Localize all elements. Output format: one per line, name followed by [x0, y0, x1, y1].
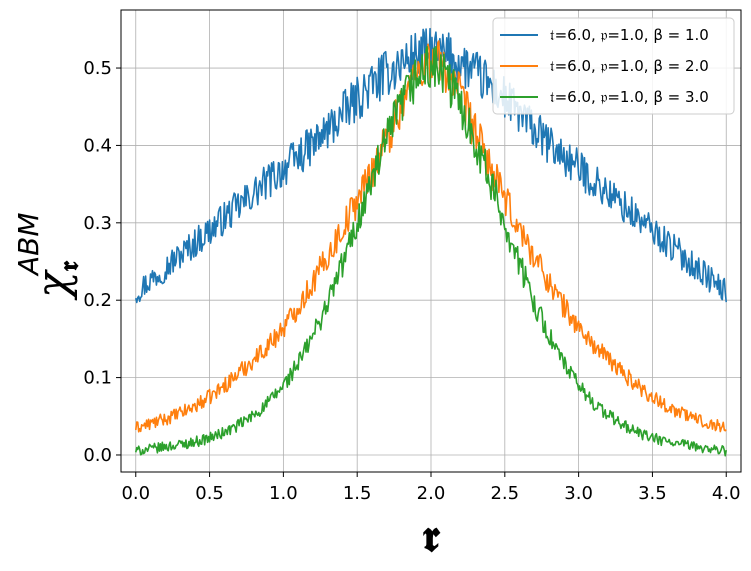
y-tick-label: 0.5: [83, 58, 112, 79]
x-tick-label: 1.5: [343, 483, 372, 504]
x-tick-label: 2.0: [417, 483, 446, 504]
y-tick-label: 0.2: [83, 290, 112, 311]
series-lines: [134, 27, 728, 457]
x-tick-label: 2.5: [490, 483, 519, 504]
legend-label-3: 𝔱=6.0, 𝔭=1.0, β = 3.0: [550, 88, 709, 106]
legend-label-1: 𝔱=6.0, 𝔭=1.0, β = 1.0: [550, 26, 709, 44]
x-tick-label: 0.5: [195, 483, 224, 504]
legend-label-2: 𝔱=6.0, 𝔭=1.0, β = 2.0: [550, 57, 709, 75]
y-tick-label: 0.4: [83, 135, 112, 156]
x-axis-label: 𝖗: [422, 511, 441, 562]
y-axis-label: χ𝖗 ABM: [12, 213, 85, 302]
x-tick-label: 3.0: [564, 483, 593, 504]
y-tick-label: 0.1: [83, 368, 112, 389]
y-axis-label-subscript: 𝖗: [55, 260, 85, 271]
legend: 𝔱=6.0, 𝔭=1.0, β = 1.0 𝔱=6.0, 𝔭=1.0, β = 2…: [492, 17, 735, 115]
y-tick-label: 0.0: [83, 445, 112, 466]
y-axis-label-symbol: χ: [28, 269, 79, 301]
x-tick-label: 3.5: [638, 483, 667, 504]
x-tick-label: 0.0: [121, 483, 150, 504]
x-tick-label: 4.0: [712, 483, 741, 504]
legend-box: [492, 17, 735, 115]
series-line-3: [134, 45, 728, 457]
x-tick-label: 1.0: [269, 483, 298, 504]
svg-text:χ𝖗ABM: χ𝖗 ABM: [12, 213, 85, 302]
axis-ticks: 0.0 0.5 1.0 1.5 2.0 2.5 3.0 3.5 4.0 0.0 0.1 0.2 0.3 0…: [83, 58, 740, 504]
y-tick-label: 0.3: [83, 213, 112, 234]
y-axis-label-superscript: ABM: [12, 213, 45, 278]
